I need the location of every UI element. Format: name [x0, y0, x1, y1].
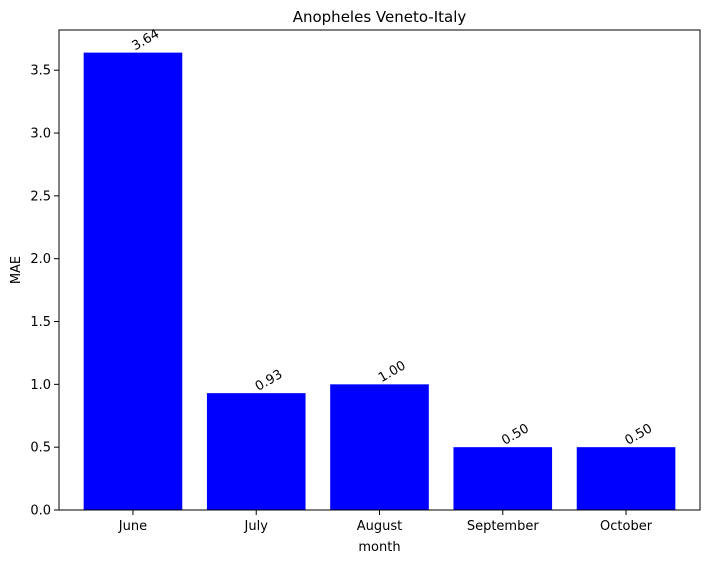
- y-tick-label: 3.5: [30, 64, 51, 79]
- y-tick-label: 1.0: [30, 378, 51, 393]
- bar-value-label: 3.64: [129, 27, 162, 54]
- chart-title: Anopheles Veneto-Italy: [293, 8, 467, 26]
- bar-value-label: 0.50: [499, 421, 532, 448]
- bar-october: [577, 447, 676, 510]
- bar-value-label: 0.50: [623, 421, 656, 448]
- x-tick-label: July: [244, 519, 269, 534]
- bar-september: [453, 447, 552, 510]
- plot-area: 3.64 June 0.93 July 1.00 August 0.50 September 0…: [30, 27, 700, 534]
- x-tick-label: September: [467, 519, 540, 534]
- x-tick-label: August: [357, 519, 403, 534]
- y-tick-label: 3.0: [30, 127, 51, 142]
- y-tick-label: 2.0: [30, 252, 51, 267]
- y-tick-label: 0.0: [30, 504, 51, 519]
- bar-value-label: 1.00: [376, 358, 409, 385]
- y-axis-label: MAE: [9, 256, 24, 284]
- y-tick-label: 0.5: [30, 441, 51, 456]
- bar-value-label: 0.93: [253, 367, 286, 394]
- x-axis-label: month: [358, 540, 400, 555]
- bar-july: [207, 393, 306, 510]
- x-tick-label: June: [118, 519, 147, 534]
- y-tick-label: 2.5: [30, 189, 51, 204]
- x-tick-label: October: [600, 519, 653, 534]
- y-tick-label: 1.5: [30, 315, 51, 330]
- bar-august: [330, 384, 429, 510]
- bar-june: [84, 53, 183, 510]
